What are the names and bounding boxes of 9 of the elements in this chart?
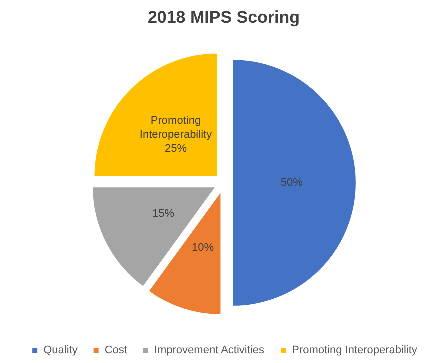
data-label: 50% (280, 176, 304, 190)
legend-label: Improvement Activities (154, 344, 265, 356)
chart-title: 2018 MIPS Scoring (148, 8, 300, 27)
data-label: 15% (152, 206, 176, 221)
data-label: Promoting Interoperability 25% (138, 114, 214, 156)
legend-label: Cost (104, 344, 128, 356)
legend-label: Quality (44, 344, 78, 356)
data-label: 10% (191, 240, 216, 255)
legend-label: Promoting Interoperability (292, 344, 418, 356)
